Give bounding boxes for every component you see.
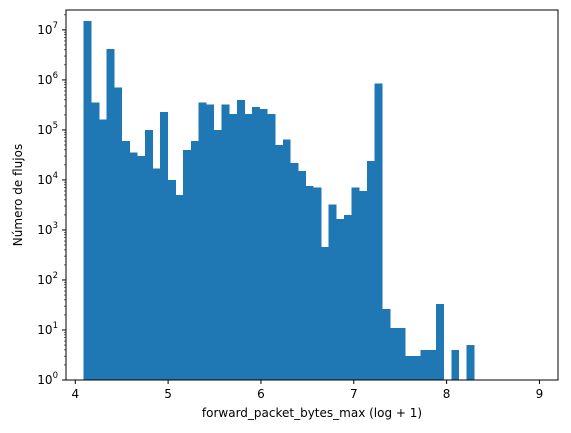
x-tick-label: 7: [350, 387, 358, 401]
y-tick-label: 101: [37, 321, 58, 337]
y-tick-label: 106: [37, 71, 58, 87]
y-axis-label: Número de flujos: [11, 144, 25, 246]
histogram-bar: [290, 162, 299, 380]
histogram-bar: [435, 304, 444, 380]
x-axis: 4 5 6 7 8 9: [71, 380, 543, 401]
histogram-bar: [412, 356, 421, 380]
x-tick-label: 9: [536, 387, 544, 401]
histogram-bar: [321, 246, 330, 380]
y-tick-base: 10: [37, 273, 52, 287]
y-tick-base: 10: [37, 73, 52, 87]
histogram-bar: [183, 149, 192, 380]
y-tick-base: 10: [37, 23, 52, 37]
histogram-bar: [121, 141, 130, 380]
histogram-bar: [144, 129, 153, 380]
histogram-bar: [167, 179, 176, 380]
y-tick-label: 102: [37, 271, 58, 287]
y-tick-exponent: 0: [53, 371, 58, 381]
histogram-bar: [160, 111, 169, 380]
histogram-bar: [106, 48, 115, 380]
histogram-bar: [336, 219, 345, 380]
y-tick-base: 10: [37, 373, 52, 387]
x-tick-label: 8: [443, 387, 451, 401]
y-tick-exponent: 3: [53, 221, 58, 231]
histogram-bar: [275, 144, 284, 380]
y-tick-exponent: 5: [53, 121, 58, 131]
histogram-bar: [305, 186, 314, 380]
histogram-bar: [466, 345, 475, 380]
histogram-bar: [328, 204, 337, 380]
histogram-bar: [359, 191, 368, 380]
y-tick-exponent: 6: [53, 71, 58, 81]
histogram-bar: [382, 309, 391, 380]
histogram-bar: [244, 113, 253, 380]
y-tick-label: 104: [37, 171, 58, 187]
histogram-bar: [351, 187, 360, 380]
x-tick-label: 5: [164, 387, 172, 401]
y-tick-base: 10: [37, 173, 52, 187]
histogram-bar: [313, 187, 322, 380]
histogram-bar: [152, 168, 161, 380]
histogram-bar: [451, 349, 460, 380]
y-tick-base: 10: [37, 223, 52, 237]
histogram-bar: [405, 356, 414, 380]
y-tick-base: 10: [37, 123, 52, 137]
histogram-bar: [367, 160, 375, 380]
histogram-bars: [83, 21, 475, 381]
histogram-bar: [83, 21, 92, 380]
histogram-bar: [137, 156, 146, 380]
histogram-bar: [221, 104, 230, 381]
histogram-bar: [428, 349, 437, 380]
histogram-bar: [91, 102, 100, 380]
histogram-bar: [98, 119, 107, 380]
y-tick-label: 100: [37, 371, 58, 387]
histogram-bar: [175, 195, 184, 380]
histogram-bar: [259, 109, 268, 381]
histogram-bar: [389, 327, 398, 380]
histogram-bar: [344, 214, 352, 380]
histogram-bar: [397, 327, 406, 380]
y-tick-exponent: 4: [53, 171, 58, 181]
x-tick-label: 6: [257, 387, 265, 401]
histogram-bar: [198, 102, 207, 380]
x-tick-label: 4: [71, 387, 79, 401]
histogram-bar: [114, 87, 123, 380]
histogram-bar: [206, 104, 215, 381]
histogram-bar: [267, 113, 276, 380]
histogram-bar: [213, 129, 222, 380]
y-tick-exponent: 1: [53, 321, 58, 331]
histogram-bar: [374, 83, 383, 380]
histogram-bar: [252, 106, 261, 381]
x-axis-label: forward_packet_bytes_max (log + 1): [202, 406, 422, 420]
y-tick-exponent: 2: [53, 271, 58, 281]
y-tick-label: 105: [37, 121, 58, 137]
y-tick-label: 103: [37, 221, 58, 237]
histogram-bar: [129, 152, 138, 380]
histogram-bar: [229, 113, 238, 380]
histogram-bar: [420, 349, 429, 380]
histogram-bar: [282, 139, 291, 380]
histogram-bar: [298, 171, 307, 380]
histogram-bar: [236, 99, 245, 380]
y-tick-exponent: 7: [53, 21, 58, 31]
y-tick-base: 10: [37, 323, 52, 337]
y-tick-label: 107: [37, 21, 58, 37]
histogram-bar: [190, 141, 199, 380]
